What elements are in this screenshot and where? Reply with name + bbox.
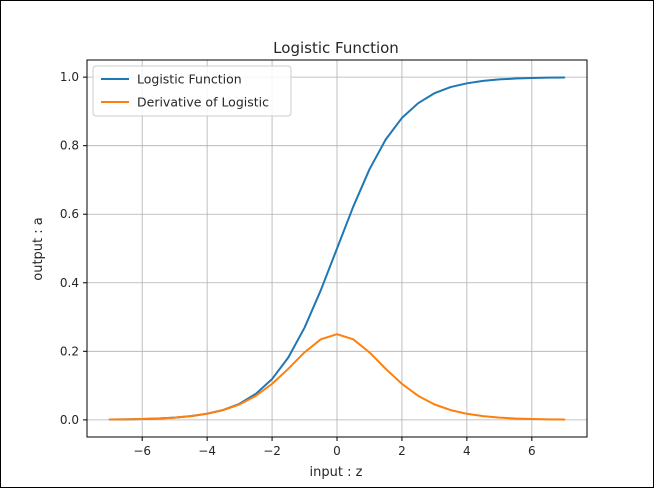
x-tick-label: −2 [263,444,281,458]
y-axis-label: output : a [31,217,46,281]
x-tick-label: 6 [528,444,536,458]
y-tick-label: 0.0 [60,413,79,427]
y-tick-label: 1.0 [60,70,79,84]
legend-label: Derivative of Logistic [137,95,269,110]
x-tick-label: 0 [333,444,341,458]
axis-ticks: −6 −4 −2 0 2 4 6 0.0 0.2 0.4 0.6 0.8 1.0 [60,70,536,458]
y-tick-label: 0.4 [60,276,79,290]
x-tick-label: −6 [133,444,151,458]
x-axis-label: input : z [310,465,363,480]
y-tick-label: 0.6 [60,207,79,221]
series-line-derivative [108,333,566,421]
legend: Logistic Function Derivative of Logistic [92,65,292,117]
legend-label: Logistic Function [137,72,242,87]
y-tick-label: 0.2 [60,344,79,358]
x-tick-label: 4 [463,444,471,458]
legend-box [92,65,292,117]
x-tick-label: −4 [198,444,216,458]
series-lines [108,76,566,421]
chart-title: Logistic Function [273,39,399,57]
grid [87,60,587,437]
y-tick-label: 0.8 [60,139,79,153]
x-tick-label: 2 [398,444,406,458]
